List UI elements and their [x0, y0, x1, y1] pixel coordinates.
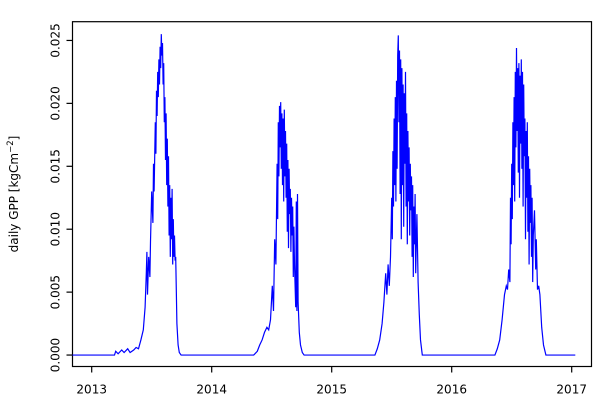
gpp-line: [72, 34, 576, 356]
y-axis-title-main: daily GPP [kgCm: [7, 153, 21, 252]
x-tick-label: 2016: [436, 383, 467, 397]
y-tick-label: 0.010: [49, 212, 63, 246]
y-axis-title: daily GPP [kgCm−2]: [6, 136, 21, 253]
x-tick-label: 2014: [196, 383, 227, 397]
y-tick-label: 0.020: [49, 86, 63, 120]
y-tick-label: 0.005: [49, 275, 63, 309]
plot-frame: [71, 21, 593, 368]
x-tick-label: 2015: [316, 383, 347, 397]
x-tick-label: 2017: [556, 383, 587, 397]
y-axis-title-superscript: −2: [6, 140, 16, 153]
x-tick-label: 2013: [76, 383, 107, 397]
y-axis-title-close: ]: [7, 136, 21, 141]
y-tick-label: 0.015: [49, 149, 63, 183]
x-axis: 2013 2014 2015 2016 2017: [76, 366, 587, 397]
y-tick-label: 0.000: [49, 338, 63, 372]
y-tick-label: 0.025: [49, 23, 63, 57]
y-axis: 0.000 0.005 0.010 0.015 0.020 0.025: [49, 23, 73, 372]
